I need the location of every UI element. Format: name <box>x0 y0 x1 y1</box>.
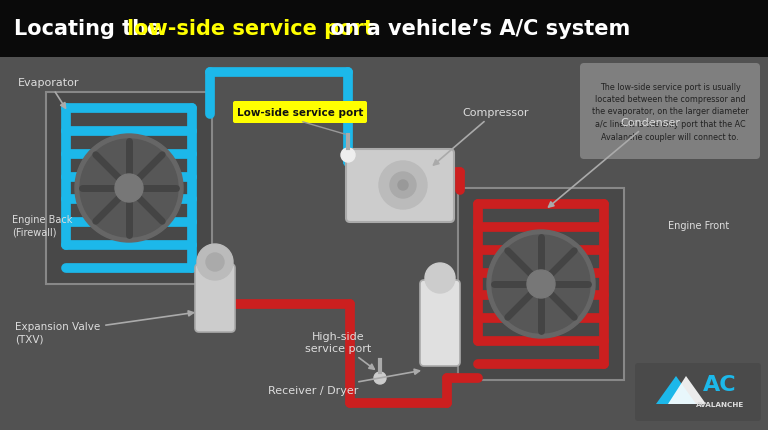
Circle shape <box>398 181 408 190</box>
Circle shape <box>206 253 224 271</box>
FancyBboxPatch shape <box>46 93 212 284</box>
Polygon shape <box>656 376 696 404</box>
Bar <box>0 0 768 58</box>
Text: Receiver / Dryer: Receiver / Dryer <box>267 369 419 395</box>
Text: on a vehicle’s A/C system: on a vehicle’s A/C system <box>323 19 631 39</box>
FancyBboxPatch shape <box>458 189 624 380</box>
Circle shape <box>341 149 355 163</box>
Circle shape <box>492 236 590 333</box>
FancyBboxPatch shape <box>195 264 235 332</box>
Text: Engine Front: Engine Front <box>668 221 730 230</box>
Text: Expansion Valve
(TXV): Expansion Valve (TXV) <box>15 311 194 344</box>
Text: AC: AC <box>703 374 737 394</box>
Text: Low-side service port: Low-side service port <box>237 108 363 118</box>
Circle shape <box>390 172 416 199</box>
Polygon shape <box>668 376 706 404</box>
Text: Compressor: Compressor <box>433 108 528 166</box>
FancyBboxPatch shape <box>420 280 460 366</box>
FancyBboxPatch shape <box>233 102 367 124</box>
Bar <box>0 58 768 430</box>
Text: Engine Back
(Firewall): Engine Back (Firewall) <box>12 214 72 236</box>
Circle shape <box>527 270 555 298</box>
FancyBboxPatch shape <box>635 363 761 421</box>
Text: Locating the: Locating the <box>14 19 168 39</box>
Circle shape <box>374 372 386 384</box>
FancyBboxPatch shape <box>346 150 454 222</box>
Text: Condenser: Condenser <box>548 118 680 208</box>
Circle shape <box>487 230 595 338</box>
Circle shape <box>80 140 178 237</box>
Text: AVALANCHE: AVALANCHE <box>696 401 744 407</box>
FancyBboxPatch shape <box>580 64 760 160</box>
Text: low-side service port: low-side service port <box>127 19 374 39</box>
Circle shape <box>75 135 183 243</box>
Circle shape <box>115 175 143 203</box>
Circle shape <box>379 162 427 209</box>
Circle shape <box>197 244 233 280</box>
Text: High-side
service port: High-side service port <box>305 331 374 369</box>
Text: The low-side service port is usually
located between the compressor and
the evap: The low-side service port is usually loc… <box>591 82 748 141</box>
Text: Evaporator: Evaporator <box>18 78 80 109</box>
Circle shape <box>425 264 455 293</box>
